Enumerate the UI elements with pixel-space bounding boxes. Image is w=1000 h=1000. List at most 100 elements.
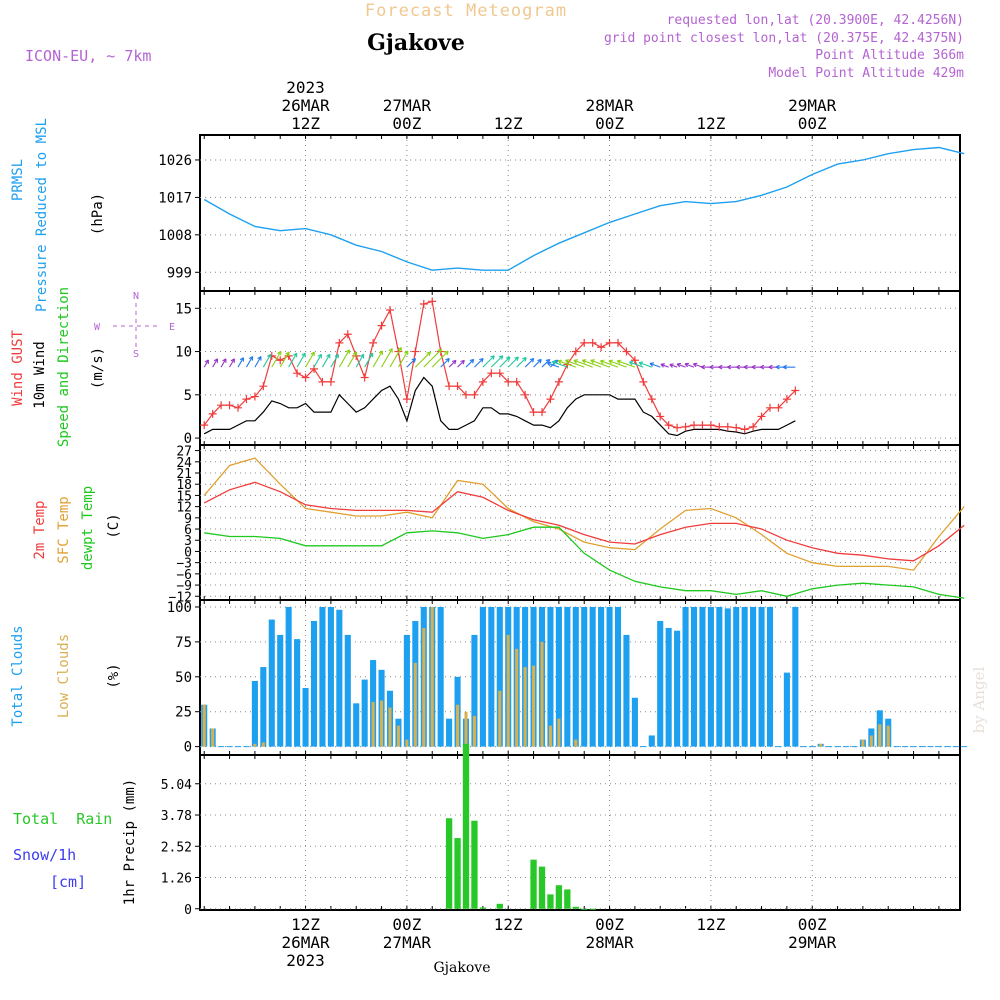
gust-marker xyxy=(757,412,766,421)
temp-ytick-label: −9 xyxy=(176,579,192,594)
wind-arrowhead xyxy=(404,350,409,355)
wind-arrow xyxy=(693,363,703,368)
gust-marker xyxy=(740,425,749,434)
gust-marker xyxy=(782,395,791,404)
wind-arrow xyxy=(245,356,254,368)
total-cloud-bar xyxy=(479,606,486,747)
temp-ylabel-sfc: SFC Temp xyxy=(56,496,72,563)
wind-ylabel-10m: 10m Wind xyxy=(32,341,48,408)
gust-marker xyxy=(343,330,352,339)
low-cloud-bar xyxy=(396,725,400,747)
gust-line xyxy=(203,300,796,431)
total-cloud-bar xyxy=(260,667,267,747)
low-cloud-bar xyxy=(388,707,392,747)
low-cloud-bar xyxy=(574,739,578,747)
gust-marker xyxy=(419,299,428,308)
total-cloud-bar xyxy=(344,634,351,747)
compass-w: W xyxy=(94,322,101,333)
wind-arrowhead xyxy=(426,351,431,357)
gust-marker xyxy=(369,338,378,347)
wind-arrow xyxy=(638,362,652,368)
wind-arrow xyxy=(457,359,465,368)
top-time-label: 2023 xyxy=(286,78,325,97)
bottom-time-label: 12Z xyxy=(696,915,725,934)
bottom-time-label: 12Z xyxy=(494,915,523,934)
gust-marker xyxy=(749,422,758,431)
low-cloud-bar xyxy=(557,718,561,747)
wind-arrowhead xyxy=(616,359,622,365)
total-cloud-bar xyxy=(707,606,714,747)
wind-arrowhead xyxy=(352,351,358,357)
total-cloud-bar xyxy=(682,606,689,747)
temp-ylabel-2m: 2m Temp xyxy=(32,500,48,559)
gust-marker xyxy=(597,343,606,352)
wind-arrow xyxy=(212,358,218,368)
precip-axis-title: 1hr Precip (mm) xyxy=(122,779,138,905)
wind-arrowhead xyxy=(751,364,756,370)
gust-marker xyxy=(234,403,242,412)
low-cloud-bar xyxy=(253,743,257,747)
wind-arrow xyxy=(338,349,350,368)
wind-arrow xyxy=(355,354,365,368)
gust-marker xyxy=(259,382,268,391)
wind-arrowhead xyxy=(359,353,365,359)
grid-lines xyxy=(195,135,960,910)
rain-bar xyxy=(547,894,554,909)
total-cloud-bar xyxy=(572,606,579,747)
model-altitude: Model Point Altitude 429m xyxy=(768,66,964,81)
gust-marker xyxy=(487,369,496,378)
axis-labels: 999100810171026051015−12−9−6−30369121518… xyxy=(158,78,836,970)
wind-arrowhead xyxy=(369,352,374,358)
wind-arrowhead xyxy=(445,357,450,363)
wind-arrow xyxy=(558,360,576,368)
wind-arrowhead xyxy=(388,348,393,353)
wind-arrowhead xyxy=(557,359,563,365)
wind-arrow xyxy=(524,358,535,368)
rain-bar xyxy=(555,885,563,909)
top-time-label: 26MAR xyxy=(281,96,330,115)
gust-marker xyxy=(681,422,690,431)
clouds-ytick-label: 0 xyxy=(184,740,192,756)
temp-ytick-label: 18 xyxy=(176,478,192,493)
wind-arrowhead xyxy=(326,353,331,359)
gust-marker xyxy=(732,423,741,432)
wind-arrowhead xyxy=(460,359,465,365)
wind-arrow xyxy=(600,360,619,368)
pressure-unit: (hPa) xyxy=(90,193,106,235)
wind-arrow xyxy=(516,357,527,368)
wind-arrowhead xyxy=(230,358,235,363)
total-cloud-bar xyxy=(589,606,596,747)
wind-arrowhead xyxy=(239,357,244,362)
credit-label: by Angel xyxy=(970,666,988,733)
low-cloud-bar xyxy=(515,648,519,747)
total-cloud-bar xyxy=(766,606,774,747)
pressure-ytick-label: 1026 xyxy=(158,153,192,169)
wind-arrowhead xyxy=(469,358,475,364)
temp-ytick-label: −6 xyxy=(176,568,192,583)
wind-arrowhead xyxy=(529,357,535,363)
gust-marker xyxy=(335,338,344,347)
wind-arrowhead xyxy=(782,364,787,370)
wind-arrowhead xyxy=(629,360,634,366)
wind-arrow xyxy=(474,358,484,368)
total-cloud-bar xyxy=(294,639,301,747)
low-cloud-bar xyxy=(202,704,206,747)
rain-bar xyxy=(564,889,571,909)
pressure-ytick-label: 1008 xyxy=(158,228,192,244)
top-time-label: 12Z xyxy=(696,114,725,133)
gust-marker xyxy=(647,395,656,404)
wind-arrowhead xyxy=(397,347,402,352)
wind-arrowhead xyxy=(693,362,698,368)
wind-arrowhead xyxy=(514,356,519,362)
wind-ylabel-speed: Speed and Direction xyxy=(56,287,72,447)
precip-ytick-label: 1.26 xyxy=(161,872,192,887)
wind-arrowhead xyxy=(334,353,339,359)
wind-arrowhead xyxy=(775,364,780,370)
precip-label-snow: Snow/1h xyxy=(13,846,76,864)
total-cloud-bar xyxy=(623,634,630,747)
wind-arrow xyxy=(482,355,495,368)
total-cloud-bar xyxy=(665,627,672,747)
gust-marker xyxy=(200,421,209,430)
wind-arrow xyxy=(237,357,244,368)
